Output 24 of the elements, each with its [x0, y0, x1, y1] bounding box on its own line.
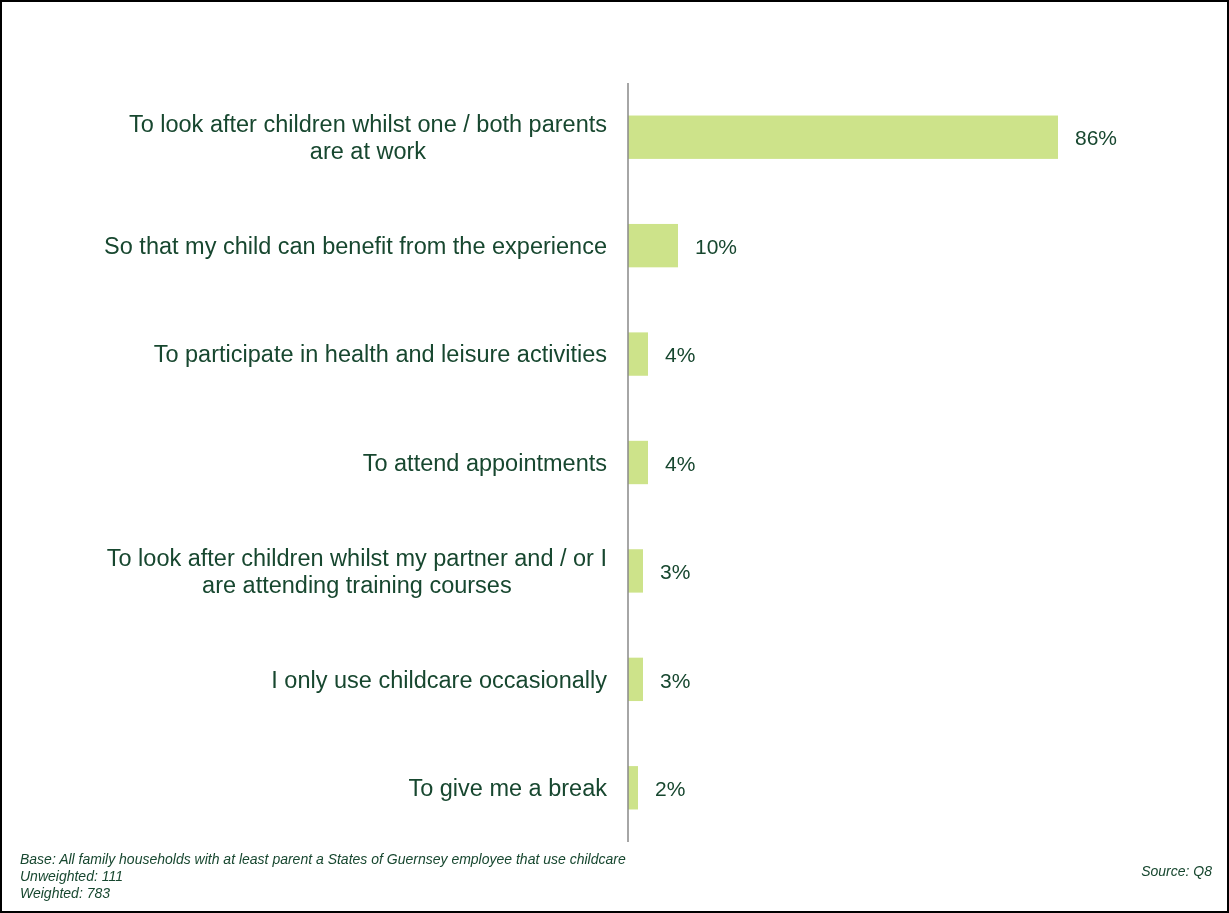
text: Unweighted: 111: [20, 868, 123, 884]
y-tick-label: To look after children whilst my partner and / or I are attending training courses: [106, 544, 607, 598]
data-label: 4%: [665, 343, 696, 367]
data-label: 2%: [655, 777, 686, 801]
bar: [628, 440, 648, 485]
data-label: 3%: [660, 560, 691, 584]
y-tick-label: So that my child can benefit from the experience: [104, 232, 607, 259]
bar: [628, 332, 648, 376]
y-tick-label: To participate in health and leisure activities: [153, 341, 607, 368]
bar: [628, 549, 643, 593]
data-label: 86%: [1075, 126, 1118, 150]
y-tick-label: To attend appointments: [362, 449, 607, 476]
y-tick-label: I only use childcare occasionally: [271, 666, 608, 693]
y-tick-label: To give me a break: [408, 775, 608, 802]
bar: [628, 657, 643, 702]
data-label: 4%: [665, 451, 696, 475]
text: Base: All family households with at least parent a States of Guernsey employee that use childcare: [20, 851, 626, 867]
source-note: Source: Q8: [1141, 863, 1213, 879]
bar: [628, 115, 1058, 159]
bar: [628, 223, 678, 268]
y-tick-label: To look after children whilst one / both parents are at work: [128, 110, 607, 164]
text: Weighted: 783: [20, 885, 111, 901]
data-label: 3%: [660, 668, 691, 692]
data-label: 10%: [695, 234, 738, 258]
